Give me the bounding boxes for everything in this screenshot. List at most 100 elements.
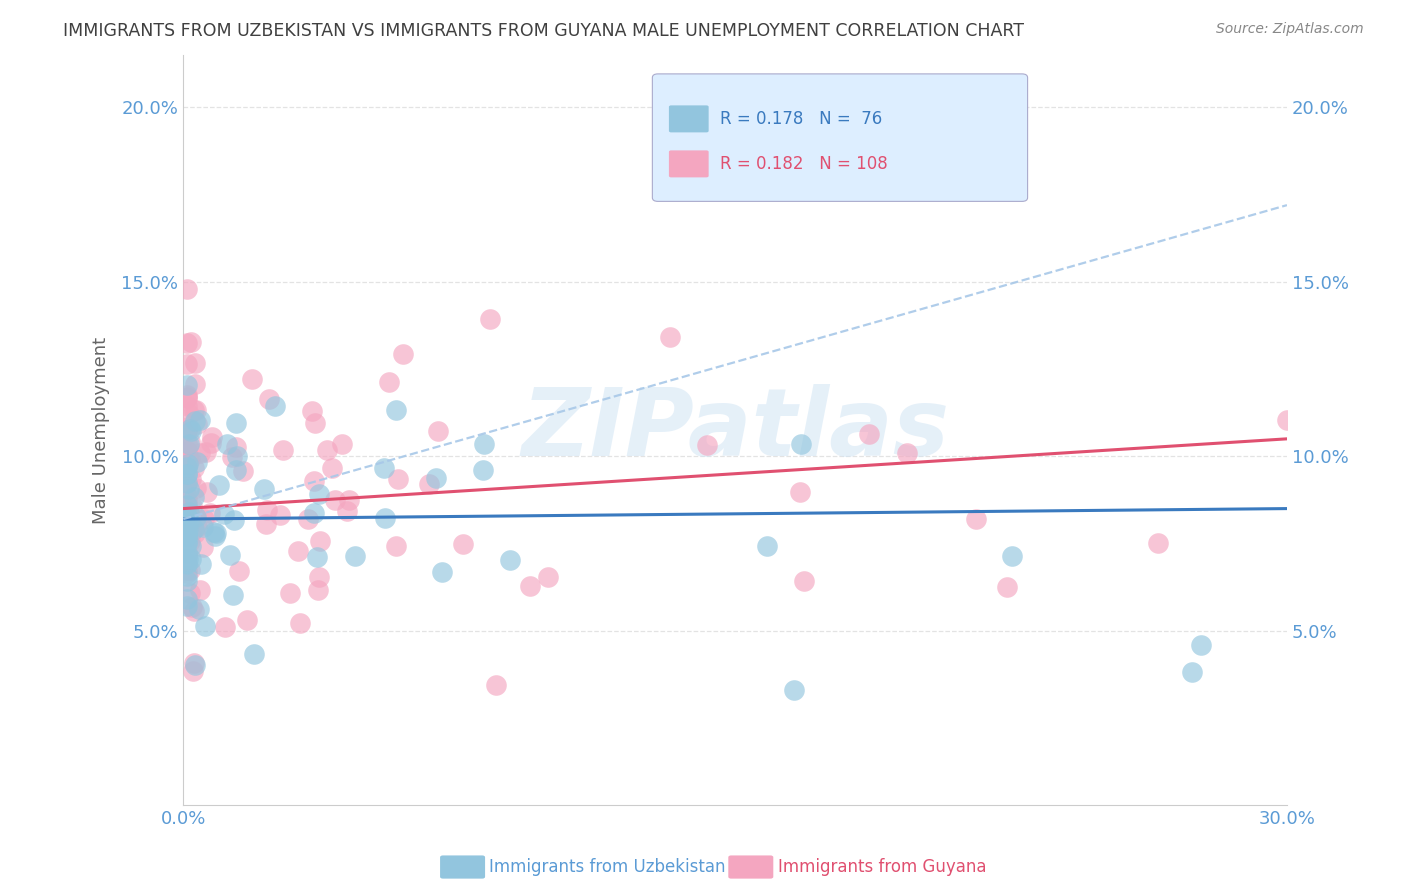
Point [858, 426, 880, 441]
Point [184, 481, 207, 495]
Point [374, 511, 396, 525]
Point [418, 477, 440, 491]
Point [321, 461, 343, 475]
Point [176, 516, 198, 530]
Point [193, 511, 215, 525]
Point [179, 563, 201, 577]
Point [304, 416, 326, 430]
Point [782, 683, 804, 698]
Point [287, 544, 309, 558]
Point [177, 522, 200, 536]
Point [200, 436, 222, 450]
Point [176, 467, 198, 481]
Point [176, 357, 198, 371]
Point [176, 549, 198, 564]
Point [478, 311, 501, 326]
Point [176, 423, 198, 437]
Point [337, 493, 360, 508]
Point [176, 423, 198, 437]
Point [278, 586, 301, 600]
Point [179, 422, 201, 436]
Point [793, 574, 815, 588]
Point [179, 482, 201, 496]
Point [183, 460, 205, 475]
Point [191, 541, 214, 555]
Point [1275, 413, 1298, 427]
Point [485, 678, 508, 692]
Point [176, 420, 198, 434]
Point [966, 512, 988, 526]
Point [188, 446, 211, 460]
Point [472, 437, 495, 451]
Y-axis label: Male Unemployment: Male Unemployment [93, 336, 110, 524]
Point [228, 564, 250, 578]
Point [659, 329, 682, 343]
Point [180, 472, 202, 486]
Point [176, 512, 198, 526]
Point [180, 525, 202, 540]
Point [222, 588, 245, 602]
Point [176, 282, 198, 296]
Point [200, 430, 222, 444]
Point [176, 510, 198, 524]
Point [271, 443, 294, 458]
Point [176, 531, 198, 545]
Point [308, 487, 330, 501]
Point [307, 582, 329, 597]
Point [176, 499, 198, 513]
Point [179, 434, 201, 449]
Point [179, 586, 201, 600]
Point [195, 485, 218, 500]
Point [177, 552, 200, 566]
Point [176, 475, 198, 490]
Point [219, 548, 242, 562]
Point [176, 399, 198, 413]
Point [243, 647, 266, 661]
Point [184, 376, 207, 391]
Point [330, 437, 353, 451]
Point [184, 356, 207, 370]
Point [1189, 638, 1212, 652]
Point [1147, 536, 1170, 550]
Point [323, 493, 346, 508]
Point [191, 520, 214, 534]
Point [176, 390, 198, 404]
Point [176, 448, 198, 462]
Point [177, 503, 200, 517]
Point [186, 520, 208, 534]
Point [184, 414, 207, 428]
Point [176, 556, 198, 570]
Point [242, 372, 264, 386]
Point [180, 499, 202, 513]
Point [537, 570, 560, 584]
Point [176, 494, 198, 508]
Point [226, 449, 249, 463]
Point [177, 504, 200, 518]
Point [451, 537, 474, 551]
Point [179, 407, 201, 421]
Point [184, 510, 207, 524]
Point [377, 375, 399, 389]
Point [184, 402, 207, 417]
Point [176, 545, 198, 559]
Point [176, 467, 198, 481]
Point [254, 517, 277, 532]
Point [176, 436, 198, 450]
Point [183, 657, 205, 672]
Point [176, 335, 198, 350]
Point [179, 451, 201, 466]
Point [176, 558, 198, 572]
Point [302, 506, 325, 520]
Text: R = 0.182   N = 108: R = 0.182 N = 108 [720, 155, 887, 173]
Point [190, 557, 212, 571]
Point [208, 478, 231, 492]
Point [519, 578, 541, 592]
Point [288, 615, 311, 630]
Point [253, 483, 276, 497]
Point [256, 503, 278, 517]
Point [176, 564, 198, 578]
Point [385, 403, 408, 417]
Point [176, 529, 198, 543]
Point [221, 450, 243, 464]
Point [176, 378, 198, 392]
